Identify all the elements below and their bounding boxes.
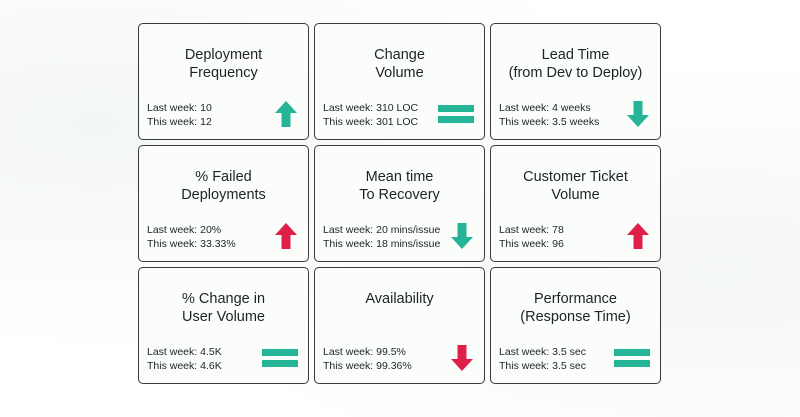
card-title-line1: Deployment bbox=[184, 47, 263, 63]
arrow-up-icon bbox=[262, 222, 298, 250]
metric-card-customer-ticket-volume: Customer Ticket Volume Last week: 78 Thi… bbox=[490, 145, 661, 262]
card-title: Lead Time (from Dev to Deploy) bbox=[491, 46, 660, 82]
metric-card-performance: Performance (Response Time) Last week: 3… bbox=[490, 267, 661, 384]
this-week-value: This week: 96 bbox=[499, 237, 564, 250]
metric-card-availability: Availability Last week: 99.5% This week:… bbox=[314, 267, 485, 384]
card-stats: Last week: 78 This week: 96 bbox=[499, 224, 564, 251]
card-title-line1: Customer Ticket bbox=[523, 169, 628, 185]
card-title-line2: Volume bbox=[375, 65, 424, 81]
card-stats: Last week: 4.5K This week: 4.6K bbox=[147, 346, 222, 373]
card-stats: Last week: 99.5% This week: 99.36% bbox=[323, 346, 412, 373]
card-title-line1: Performance bbox=[533, 291, 617, 307]
card-title-line1: % Change in bbox=[181, 291, 266, 307]
last-week-value: Last week: 4 weeks bbox=[499, 102, 591, 114]
arrow-up-icon bbox=[614, 222, 650, 250]
card-title-line2: (from Dev to Deploy) bbox=[508, 65, 643, 81]
card-stats: Last week: 20% This week: 33.33% bbox=[147, 224, 236, 251]
metrics-grid: Deployment Frequency Last week: 10 This … bbox=[138, 23, 661, 384]
metric-card-lead-time: Lead Time (from Dev to Deploy) Last week… bbox=[490, 23, 661, 140]
this-week-value: This week: 12 bbox=[147, 115, 212, 128]
this-week-value: This week: 3.5 weeks bbox=[499, 115, 600, 128]
card-title-line1: Mean time bbox=[365, 169, 434, 185]
last-week-value: Last week: 20% bbox=[147, 224, 222, 236]
metric-card-user-volume: % Change in User Volume Last week: 4.5K … bbox=[138, 267, 309, 384]
card-title: Deployment Frequency bbox=[139, 46, 308, 82]
card-title-line1: Change bbox=[374, 47, 425, 63]
this-week-value: This week: 4.6K bbox=[147, 359, 222, 372]
card-title-line2: Volume bbox=[551, 187, 600, 203]
arrow-down-icon bbox=[438, 222, 474, 250]
arrow-down-icon bbox=[614, 100, 650, 128]
last-week-value: Last week: 10 bbox=[147, 102, 212, 114]
card-stats: Last week: 3.5 sec This week: 3.5 sec bbox=[499, 346, 586, 373]
card-title-line1: % Failed bbox=[195, 169, 252, 185]
card-title-line1: Lead Time bbox=[541, 47, 610, 63]
this-week-value: This week: 18 mins/issue bbox=[323, 237, 441, 250]
card-stats: Last week: 10 This week: 12 bbox=[147, 102, 212, 129]
card-title-line1: Availability bbox=[365, 291, 434, 307]
card-title: Customer Ticket Volume bbox=[491, 168, 660, 204]
card-title-line2: Deployments bbox=[181, 187, 266, 203]
card-title-line2: User Volume bbox=[181, 309, 265, 325]
this-week-value: This week: 33.33% bbox=[147, 237, 236, 250]
metric-card-deployment-frequency: Deployment Frequency Last week: 10 This … bbox=[138, 23, 309, 140]
arrow-down-icon bbox=[438, 344, 474, 372]
metric-card-failed-deployments: % Failed Deployments Last week: 20% This… bbox=[138, 145, 309, 262]
arrow-up-icon bbox=[262, 100, 298, 128]
this-week-value: This week: 99.36% bbox=[323, 359, 412, 372]
card-stats: Last week: 20 mins/issue This week: 18 m… bbox=[323, 224, 440, 251]
card-title: Change Volume bbox=[315, 46, 484, 82]
card-title-line2: To Recovery bbox=[359, 187, 440, 203]
card-title: Mean time To Recovery bbox=[315, 168, 484, 204]
last-week-value: Last week: 310 LOC bbox=[323, 102, 419, 114]
this-week-value: This week: 301 LOC bbox=[323, 115, 419, 128]
last-week-value: Last week: 3.5 sec bbox=[499, 346, 586, 358]
card-title: Availability bbox=[315, 290, 484, 308]
equals-icon bbox=[438, 100, 474, 128]
last-week-value: Last week: 99.5% bbox=[323, 346, 406, 358]
metric-card-change-volume: Change Volume Last week: 310 LOC This we… bbox=[314, 23, 485, 140]
this-week-value: This week: 3.5 sec bbox=[499, 359, 586, 372]
card-stats: Last week: 310 LOC This week: 301 LOC bbox=[323, 102, 418, 129]
equals-icon bbox=[614, 344, 650, 372]
card-title: % Change in User Volume bbox=[139, 290, 308, 326]
metric-card-mean-time-to-recovery: Mean time To Recovery Last week: 20 mins… bbox=[314, 145, 485, 262]
card-stats: Last week: 4 weeks This week: 3.5 weeks bbox=[499, 102, 599, 129]
card-title-line2: Frequency bbox=[189, 65, 258, 81]
card-title-line2: (Response Time) bbox=[520, 309, 631, 325]
last-week-value: Last week: 20 mins/issue bbox=[323, 224, 441, 236]
last-week-value: Last week: 4.5K bbox=[147, 346, 222, 358]
equals-icon bbox=[262, 344, 298, 372]
card-title: Performance (Response Time) bbox=[491, 290, 660, 326]
card-title: % Failed Deployments bbox=[139, 168, 308, 204]
last-week-value: Last week: 78 bbox=[499, 224, 564, 236]
